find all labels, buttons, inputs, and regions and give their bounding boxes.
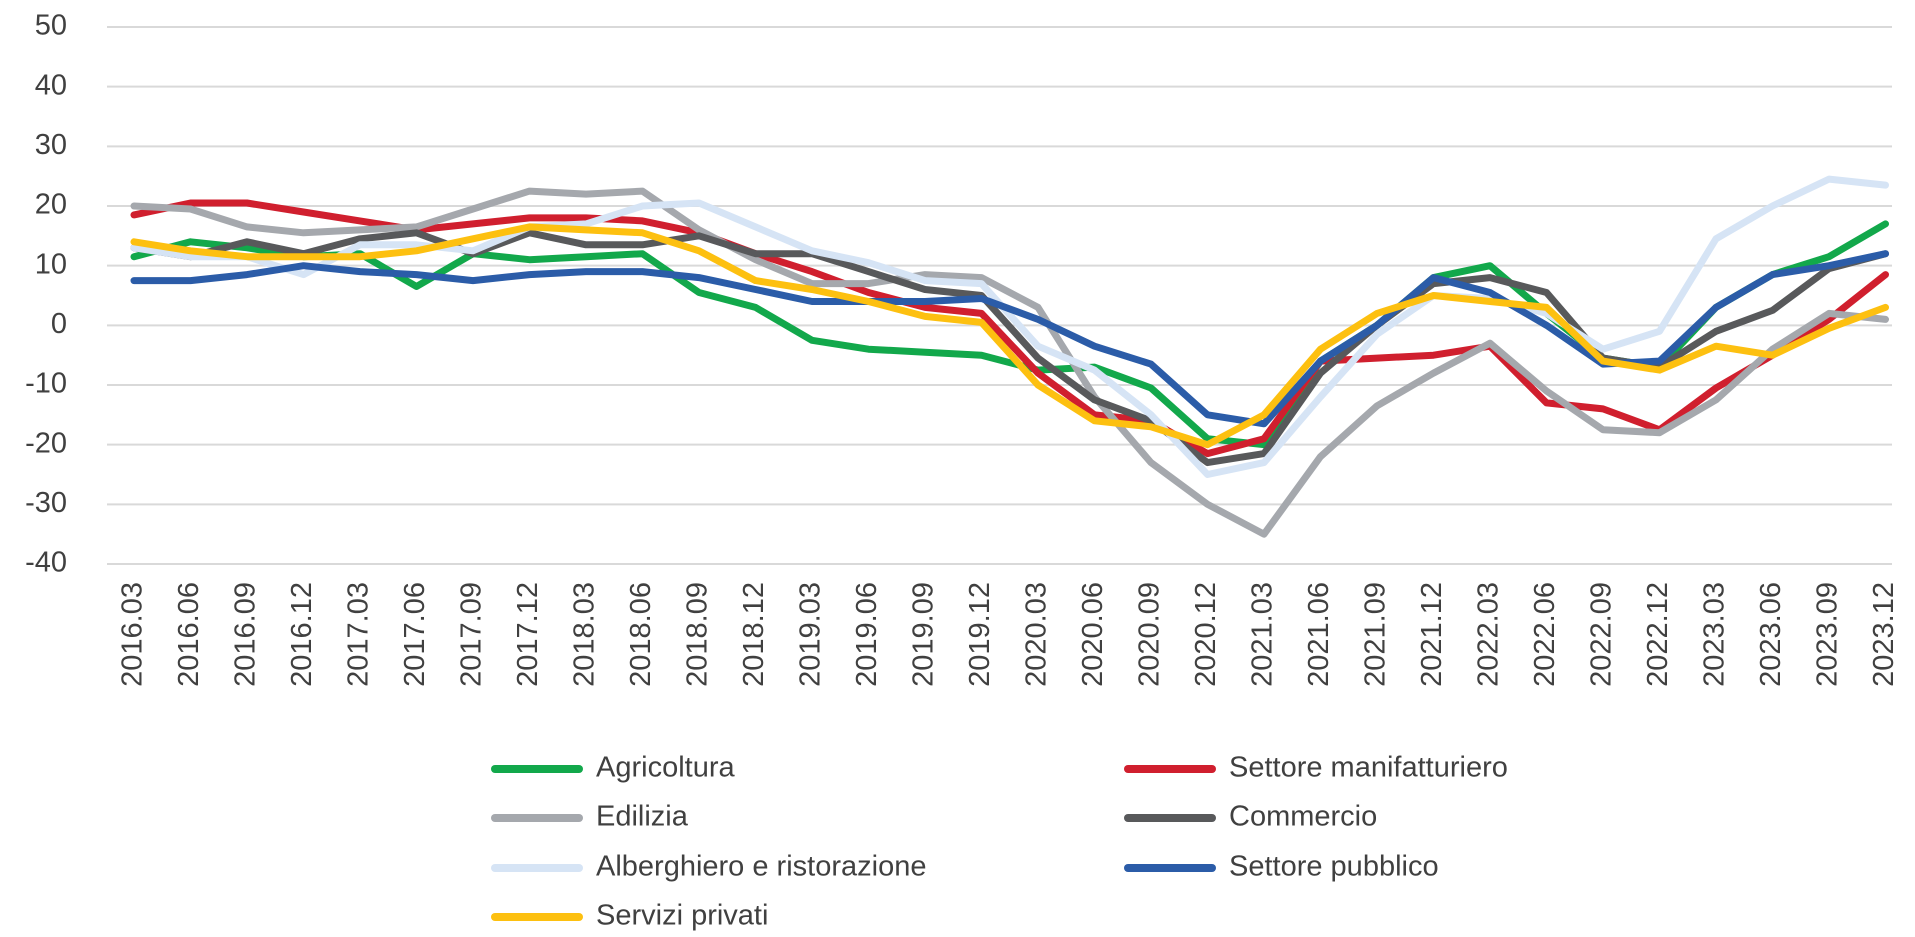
legend-label: Settore manifatturiero [1229, 752, 1508, 784]
x-tick-label: 2022.06 [1529, 582, 1561, 687]
x-tick-label: 2023.12 [1868, 582, 1900, 687]
series-line [130, 199, 1889, 458]
y-tick-label: 50 [35, 10, 67, 42]
x-tick-label: 2021.06 [1303, 582, 1335, 687]
legend-label: Alberghiero e ristorazione [596, 851, 926, 883]
legend-label: Commercio [1229, 801, 1377, 833]
x-tick-label: 2023.09 [1812, 582, 1844, 687]
y-tick-label: 10 [35, 248, 67, 280]
series-line [130, 223, 1889, 449]
y-tick-label: -10 [25, 368, 67, 400]
x-tick-label: 2021.12 [1416, 582, 1448, 687]
x-tick-label: 2020.06 [1077, 582, 1109, 687]
y-tick-label: -20 [25, 427, 67, 459]
x-tick-label: 2018.12 [738, 582, 770, 687]
x-tick-label: 2017.03 [343, 582, 375, 687]
x-tick-label: 2016.12 [286, 582, 318, 687]
x-tick-label: 2017.06 [399, 582, 431, 687]
x-tick-label: 2016.03 [117, 582, 149, 687]
x-tick-label: 2016.06 [173, 582, 205, 687]
x-tick-label: 2023.06 [1755, 582, 1787, 687]
y-tick-label: 0 [51, 308, 67, 340]
x-tick-label: 2022.12 [1642, 582, 1674, 687]
legend-label: Servizi privati [596, 900, 768, 932]
x-tick-label: 2022.03 [1473, 582, 1505, 687]
y-tick-label: 40 [35, 69, 67, 101]
x-tick-label: 2018.06 [625, 582, 657, 687]
x-tick-label: 2023.03 [1699, 582, 1731, 687]
y-tick-label: -30 [25, 487, 67, 519]
legend-label: Edilizia [596, 801, 689, 833]
series-line [130, 250, 1889, 428]
y-tick-label: 30 [35, 129, 67, 161]
x-tick-label: 2019.12 [964, 582, 996, 687]
x-tick-label: 2020.12 [1190, 582, 1222, 687]
x-tick-label: 2018.09 [682, 582, 714, 687]
x-tick-label: 2020.09 [1134, 582, 1166, 687]
x-tick-label: 2019.09 [908, 582, 940, 687]
legend-label: Agricoltura [596, 752, 735, 784]
x-tick-label: 2020.03 [1021, 582, 1053, 687]
x-tick-label: 2019.06 [851, 582, 883, 687]
series-line [130, 187, 1889, 538]
y-tick-label: 20 [35, 189, 67, 221]
x-tick-label: 2017.09 [456, 582, 488, 687]
x-tick-label: 2016.09 [230, 582, 262, 687]
x-tick-label: 2018.03 [569, 582, 601, 687]
y-tick-label: -40 [25, 547, 67, 579]
x-tick-label: 2017.12 [512, 582, 544, 687]
x-tick-label: 2021.03 [1247, 582, 1279, 687]
x-tick-label: 2019.03 [795, 582, 827, 687]
x-tick-label: 2022.09 [1586, 582, 1618, 687]
legend-label: Settore pubblico [1229, 851, 1439, 883]
series-line [130, 220, 1889, 449]
x-tick-label: 2021.09 [1360, 582, 1392, 687]
